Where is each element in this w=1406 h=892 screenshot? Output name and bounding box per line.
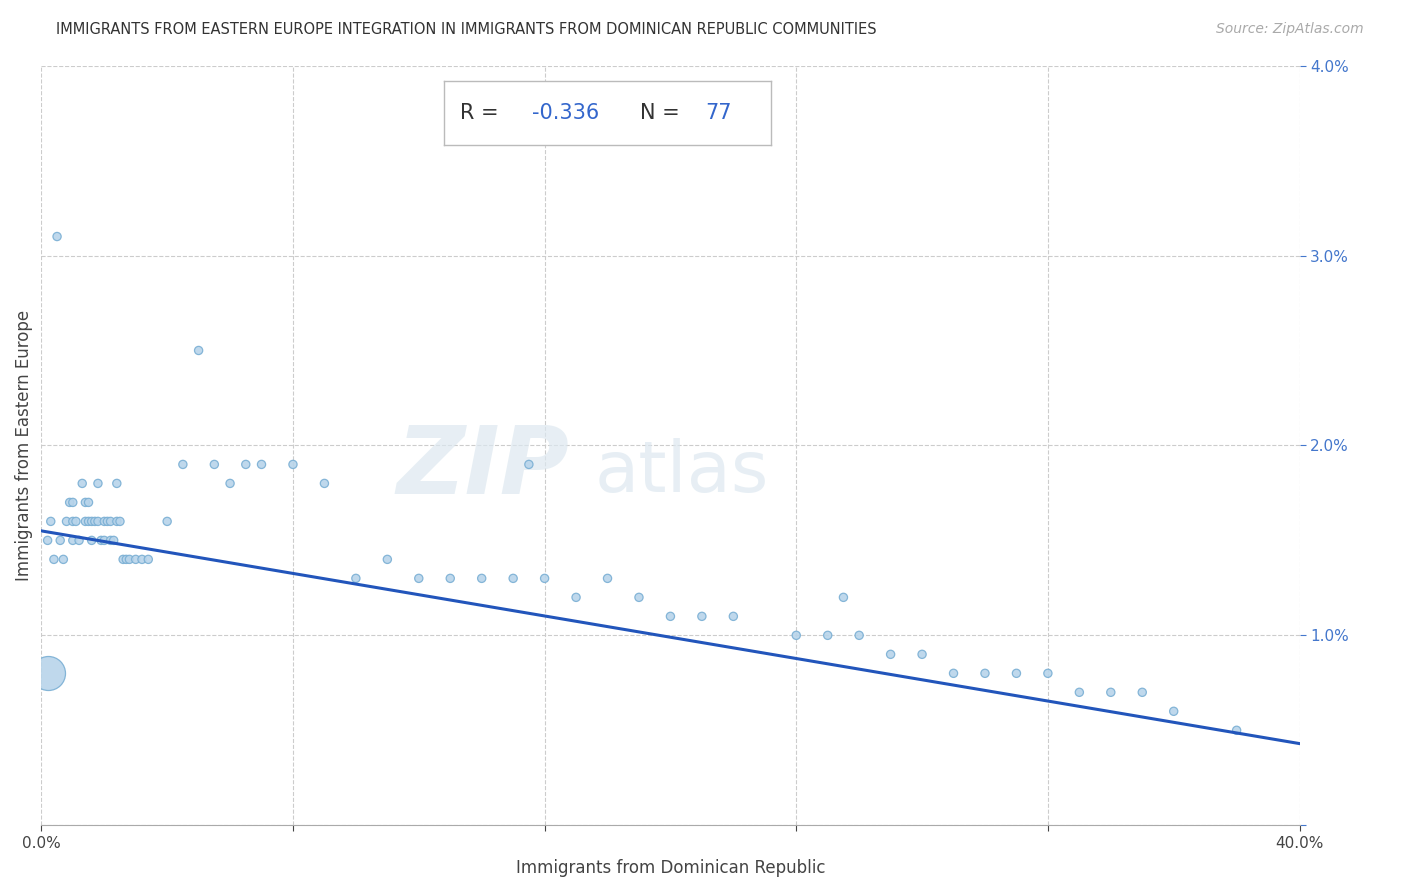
Point: [172, 458, 194, 472]
Point: [219, 476, 242, 491]
Point: [62, 533, 84, 548]
Point: [75, 495, 97, 509]
Point: [118, 552, 141, 566]
Point: [108, 515, 131, 529]
Point: [1005, 666, 1028, 681]
Point: [723, 609, 745, 624]
Point: [80, 533, 103, 548]
Text: atlas: atlas: [595, 437, 769, 507]
Point: [77, 495, 100, 509]
Point: [439, 571, 461, 585]
Point: [942, 666, 965, 681]
Point: [67, 533, 90, 548]
Point: [93, 533, 115, 548]
Point: [596, 571, 619, 585]
Point: [202, 458, 225, 472]
Point: [87, 476, 110, 491]
Point: [125, 552, 148, 566]
Point: [281, 458, 304, 472]
Point: [100, 515, 122, 529]
Point: [39, 515, 62, 529]
Point: [100, 533, 122, 548]
Point: [46, 229, 69, 244]
Point: [879, 648, 901, 662]
Point: [87, 515, 110, 529]
Point: [408, 571, 430, 585]
Text: IMMIGRANTS FROM EASTERN EUROPE INTEGRATION IN IMMIGRANTS FROM DOMINICAN REPUBLIC: IMMIGRANTS FROM EASTERN EUROPE INTEGRATI…: [56, 22, 877, 37]
Point: [90, 533, 112, 548]
Point: [627, 591, 650, 605]
Point: [93, 515, 115, 529]
Point: [1036, 666, 1059, 681]
Point: [37, 666, 59, 681]
Point: [517, 458, 540, 472]
Point: [75, 515, 97, 529]
Point: [59, 495, 82, 509]
Point: [690, 609, 713, 624]
Point: [911, 648, 934, 662]
Point: [1163, 704, 1185, 718]
Point: [817, 628, 839, 642]
Point: [314, 476, 336, 491]
Point: [832, 591, 855, 605]
Point: [52, 552, 75, 566]
Point: [96, 515, 118, 529]
Point: [112, 552, 135, 566]
Point: [105, 476, 128, 491]
Point: [65, 515, 87, 529]
Point: [785, 628, 807, 642]
Point: [77, 515, 100, 529]
Point: [105, 515, 128, 529]
Point: [1099, 685, 1122, 699]
Point: [131, 552, 153, 566]
Point: [502, 571, 524, 585]
Point: [471, 571, 494, 585]
Point: [375, 552, 398, 566]
Y-axis label: Immigrants from Eastern Europe: Immigrants from Eastern Europe: [15, 310, 32, 581]
Point: [235, 458, 257, 472]
Point: [1130, 685, 1153, 699]
Point: [49, 533, 72, 548]
Point: [103, 533, 125, 548]
Point: [848, 628, 870, 642]
Point: [62, 495, 84, 509]
Point: [37, 533, 59, 548]
Text: ZIP: ZIP: [396, 422, 569, 514]
Point: [115, 552, 138, 566]
Point: [55, 515, 77, 529]
Point: [62, 515, 84, 529]
Point: [156, 515, 179, 529]
Point: [250, 458, 273, 472]
Point: [1226, 723, 1249, 738]
X-axis label: Immigrants from Dominican Republic: Immigrants from Dominican Republic: [516, 859, 825, 877]
Point: [42, 552, 65, 566]
Point: [344, 571, 367, 585]
Point: [83, 515, 105, 529]
Point: [187, 343, 209, 358]
Point: [1069, 685, 1091, 699]
Text: Source: ZipAtlas.com: Source: ZipAtlas.com: [1216, 22, 1364, 37]
Point: [659, 609, 682, 624]
Point: [136, 552, 159, 566]
Point: [565, 591, 588, 605]
Point: [70, 476, 93, 491]
Point: [533, 571, 555, 585]
Point: [80, 515, 103, 529]
Point: [974, 666, 997, 681]
